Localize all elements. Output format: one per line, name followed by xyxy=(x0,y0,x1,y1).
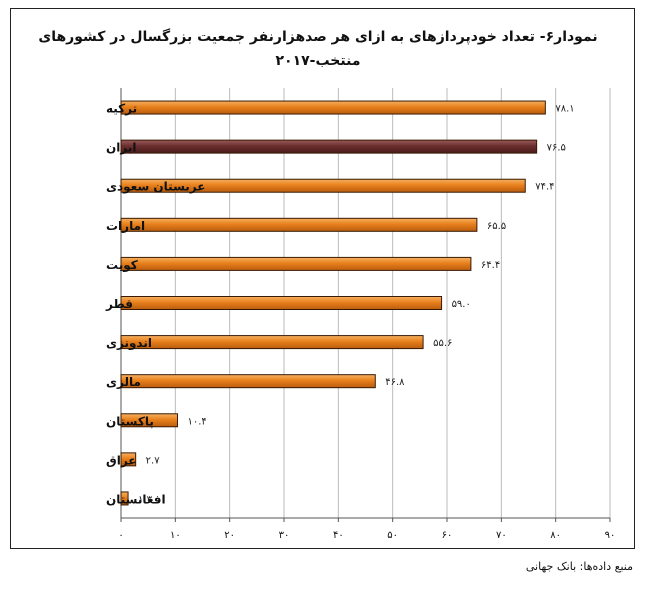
value-label: ۲.۷ xyxy=(146,455,161,466)
value-label: ۷۴.۴ xyxy=(535,182,554,193)
labels: ۰ ۱۰ ۲۰ ۳۰ ۴۰ ۵۰ ۶۰ ۷۰ ۸۰ ۹۰ ترکیه ۷۸.۱ ایران ۷۶.۵ عرب… xyxy=(105,102,615,541)
chart-title-line2: منتخب-۲۰۱۷ xyxy=(275,53,361,69)
source-note: منبع داده‌ها: بانک جهانی xyxy=(525,560,633,573)
category-label: اندونزی xyxy=(106,336,152,351)
x-tick-label: ۶۰ xyxy=(442,530,453,541)
x-tick-label: ۷۰ xyxy=(496,530,507,541)
bar xyxy=(120,335,424,350)
category-label: پاکستان xyxy=(106,414,154,428)
value-label: ۱۰.۴ xyxy=(188,416,207,427)
category-label: مالزی xyxy=(106,375,141,389)
bar xyxy=(120,139,538,154)
chart-frame xyxy=(10,8,635,549)
bar xyxy=(120,413,179,428)
category-label: امارات xyxy=(106,219,145,233)
value-label: ۶۵.۵ xyxy=(487,221,506,232)
x-tick-label: ۴۰ xyxy=(333,530,344,541)
category-label: افغانستان xyxy=(106,492,166,506)
chart-title-line1: نمودار۶- تعداد خودپردازهای به ازای هر صد… xyxy=(38,29,598,45)
category-label: عراق xyxy=(106,453,137,467)
bar xyxy=(120,452,137,467)
value-label: ۶۴.۴ xyxy=(481,260,500,271)
category-label: کویت xyxy=(106,258,138,273)
bar xyxy=(120,217,478,232)
x-tick-label: ۵۰ xyxy=(387,530,398,541)
bar xyxy=(120,178,526,193)
x-tick-label: ۰ xyxy=(118,530,123,541)
value-label: ۵۵.۶ xyxy=(433,338,452,349)
bar xyxy=(120,296,443,310)
category-label: ایران xyxy=(106,141,136,155)
bar xyxy=(120,374,376,389)
value-label: ۷۸.۱ xyxy=(555,104,574,115)
bars xyxy=(120,100,546,506)
value-label: ۵۹.۰ xyxy=(452,299,471,310)
bar xyxy=(120,100,546,115)
x-tick-label: ۳۰ xyxy=(279,530,290,541)
category-label: ترکیه xyxy=(106,102,137,116)
value-label: ۱.۳ xyxy=(138,494,153,505)
x-tick-label: ۹۰ xyxy=(605,530,616,541)
x-tick-label: ۲۰ xyxy=(224,530,235,541)
x-tick-label: ۱۰ xyxy=(170,530,181,541)
x-tick-label: ۸۰ xyxy=(550,530,561,541)
bar xyxy=(120,491,129,506)
category-label: عربستان سعودی xyxy=(106,180,205,195)
value-label: ۷۶.۵ xyxy=(547,143,566,154)
value-label: ۴۶.۸ xyxy=(385,377,405,388)
category-label: قطر xyxy=(105,297,133,311)
bar xyxy=(120,256,472,271)
